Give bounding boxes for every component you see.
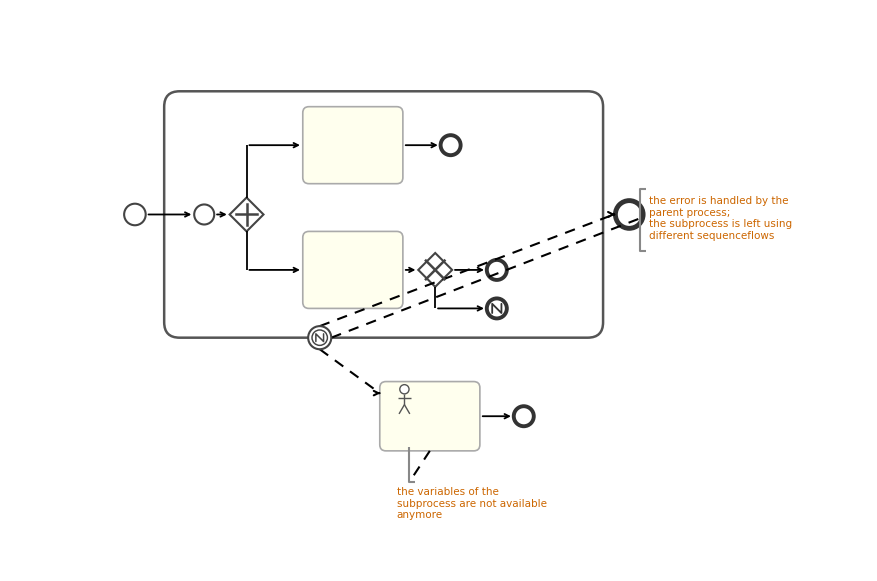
Circle shape	[616, 200, 643, 228]
FancyBboxPatch shape	[380, 382, 480, 451]
Circle shape	[514, 406, 534, 426]
Text: the variables of the
subprocess are not available
anymore: the variables of the subprocess are not …	[396, 487, 546, 520]
Circle shape	[125, 204, 146, 225]
Circle shape	[400, 385, 409, 394]
Circle shape	[487, 299, 507, 318]
Polygon shape	[230, 198, 263, 231]
FancyBboxPatch shape	[303, 231, 403, 309]
FancyBboxPatch shape	[164, 91, 603, 338]
Circle shape	[487, 260, 507, 280]
Circle shape	[440, 135, 460, 155]
Circle shape	[312, 330, 327, 345]
Polygon shape	[418, 253, 453, 287]
Circle shape	[194, 205, 214, 224]
Circle shape	[308, 326, 332, 349]
Text: the error is handled by the
parent process;
the subprocess is left using
differe: the error is handled by the parent proce…	[649, 196, 793, 241]
FancyBboxPatch shape	[303, 107, 403, 184]
